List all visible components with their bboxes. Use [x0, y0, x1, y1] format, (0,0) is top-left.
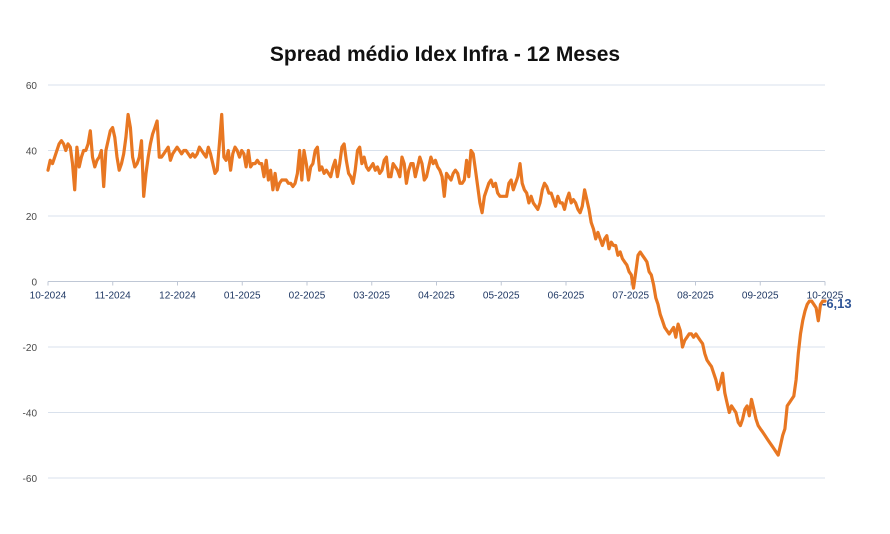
- x-tick-label: 01-2025: [224, 291, 261, 302]
- x-tick-label: 11-2024: [95, 291, 131, 302]
- y-tick-label: -60: [23, 474, 38, 485]
- y-tick-label: -40: [23, 409, 38, 420]
- chart-title: Spread médio Idex Infra - 12 Meses: [269, 43, 621, 66]
- x-tick-label: 07-2025: [612, 291, 649, 302]
- y-tick-label: 60: [26, 81, 38, 92]
- x-tick-label: 09-2025: [742, 291, 779, 302]
- x-tick-label: 05-2025: [483, 291, 520, 302]
- series-line: [46, 112, 827, 457]
- x-tick-label: 04-2025: [418, 291, 455, 302]
- y-tick-label: -20: [23, 343, 38, 354]
- x-tick-label: 10-2025: [807, 291, 844, 302]
- x-tick-label: 02-2025: [289, 291, 326, 302]
- end-value-label: -6,13: [822, 296, 852, 311]
- y-tick-label: 40: [26, 147, 38, 158]
- x-tick-label: 03-2025: [353, 291, 390, 302]
- x-tick-label: 10-2024: [30, 291, 67, 302]
- y-tick-label: 20: [26, 212, 38, 223]
- x-tick-label: 12-2024: [159, 291, 196, 302]
- y-tick-label: 0: [31, 278, 37, 289]
- x-tick-label: 06-2025: [548, 291, 585, 302]
- x-tick-label: 08-2025: [677, 291, 714, 302]
